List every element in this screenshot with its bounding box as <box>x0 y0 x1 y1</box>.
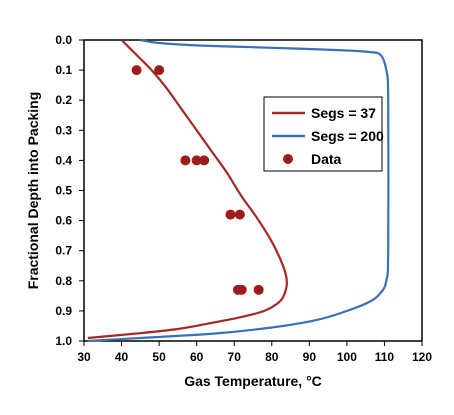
series-line-segs-37 <box>87 39 288 340</box>
plot-area <box>83 39 423 342</box>
y-tick-label: 0.8 <box>55 274 72 288</box>
y-tick-label: 0.0 <box>55 33 72 47</box>
data-point <box>253 284 264 295</box>
legend-label-segs-200: Segs = 200 <box>311 128 384 144</box>
data-point <box>131 65 142 76</box>
y-tick-label: 1.0 <box>55 334 72 348</box>
x-tick-label: 50 <box>152 350 166 364</box>
data-point <box>180 155 191 166</box>
y-tick-label: 0.3 <box>55 123 72 137</box>
data-point <box>236 284 247 295</box>
legend-swatch-data <box>283 154 293 164</box>
x-tick-label: 40 <box>115 350 129 364</box>
x-axis-ticks: 30 40 50 60 70 80 90 100 110 120 <box>77 341 432 364</box>
legend-label-data: Data <box>311 151 342 167</box>
data-point <box>191 155 202 166</box>
data-point <box>234 209 245 220</box>
x-tick-label: 110 <box>375 350 395 364</box>
data-point <box>225 209 236 220</box>
x-tick-label: 80 <box>265 350 279 364</box>
x-tick-label: 90 <box>303 350 317 364</box>
y-tick-label: 0.6 <box>55 214 72 228</box>
series-line-segs-200 <box>87 38 390 343</box>
y-tick-label: 0.1 <box>55 63 72 77</box>
x-tick-label: 100 <box>337 350 357 364</box>
data-point <box>199 155 210 166</box>
data-point <box>154 65 165 76</box>
legend-label-segs-37: Segs = 37 <box>311 105 376 121</box>
x-tick-label: 70 <box>228 350 242 364</box>
y-tick-label: 0.5 <box>55 184 72 198</box>
x-tick-label: 120 <box>412 350 432 364</box>
legend: Segs = 37 Segs = 200 Data <box>263 96 384 172</box>
x-tick-label: 30 <box>77 350 91 364</box>
series-layer <box>87 38 390 343</box>
y-tick-label: 0.2 <box>55 93 72 107</box>
x-tick-label: 60 <box>190 350 204 364</box>
y-tick-label: 0.7 <box>55 244 72 258</box>
y-tick-label: 0.9 <box>55 304 72 318</box>
y-axis-ticks: 0.0 0.1 0.2 0.3 0.4 0.5 0.6 0.7 0.8 0.9 1.0 <box>55 33 84 348</box>
y-tick-label: 0.4 <box>55 153 72 167</box>
x-axis-title: Gas Temperature, °C <box>184 373 322 389</box>
y-axis-title: Fractional Depth into Packing <box>25 92 41 290</box>
